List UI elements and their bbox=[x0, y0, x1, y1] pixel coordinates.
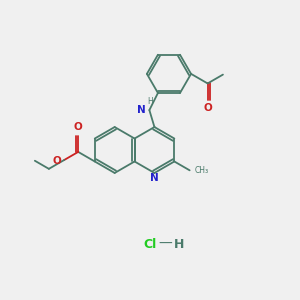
Text: H: H bbox=[174, 238, 184, 251]
Text: O: O bbox=[74, 122, 82, 132]
Text: H: H bbox=[147, 97, 153, 106]
Text: O: O bbox=[52, 157, 61, 166]
Text: —: — bbox=[158, 237, 172, 251]
Text: O: O bbox=[203, 103, 212, 113]
Text: Cl: Cl bbox=[143, 238, 157, 251]
Text: CH₃: CH₃ bbox=[195, 166, 209, 175]
Text: N: N bbox=[137, 105, 146, 115]
Text: N: N bbox=[150, 173, 159, 183]
